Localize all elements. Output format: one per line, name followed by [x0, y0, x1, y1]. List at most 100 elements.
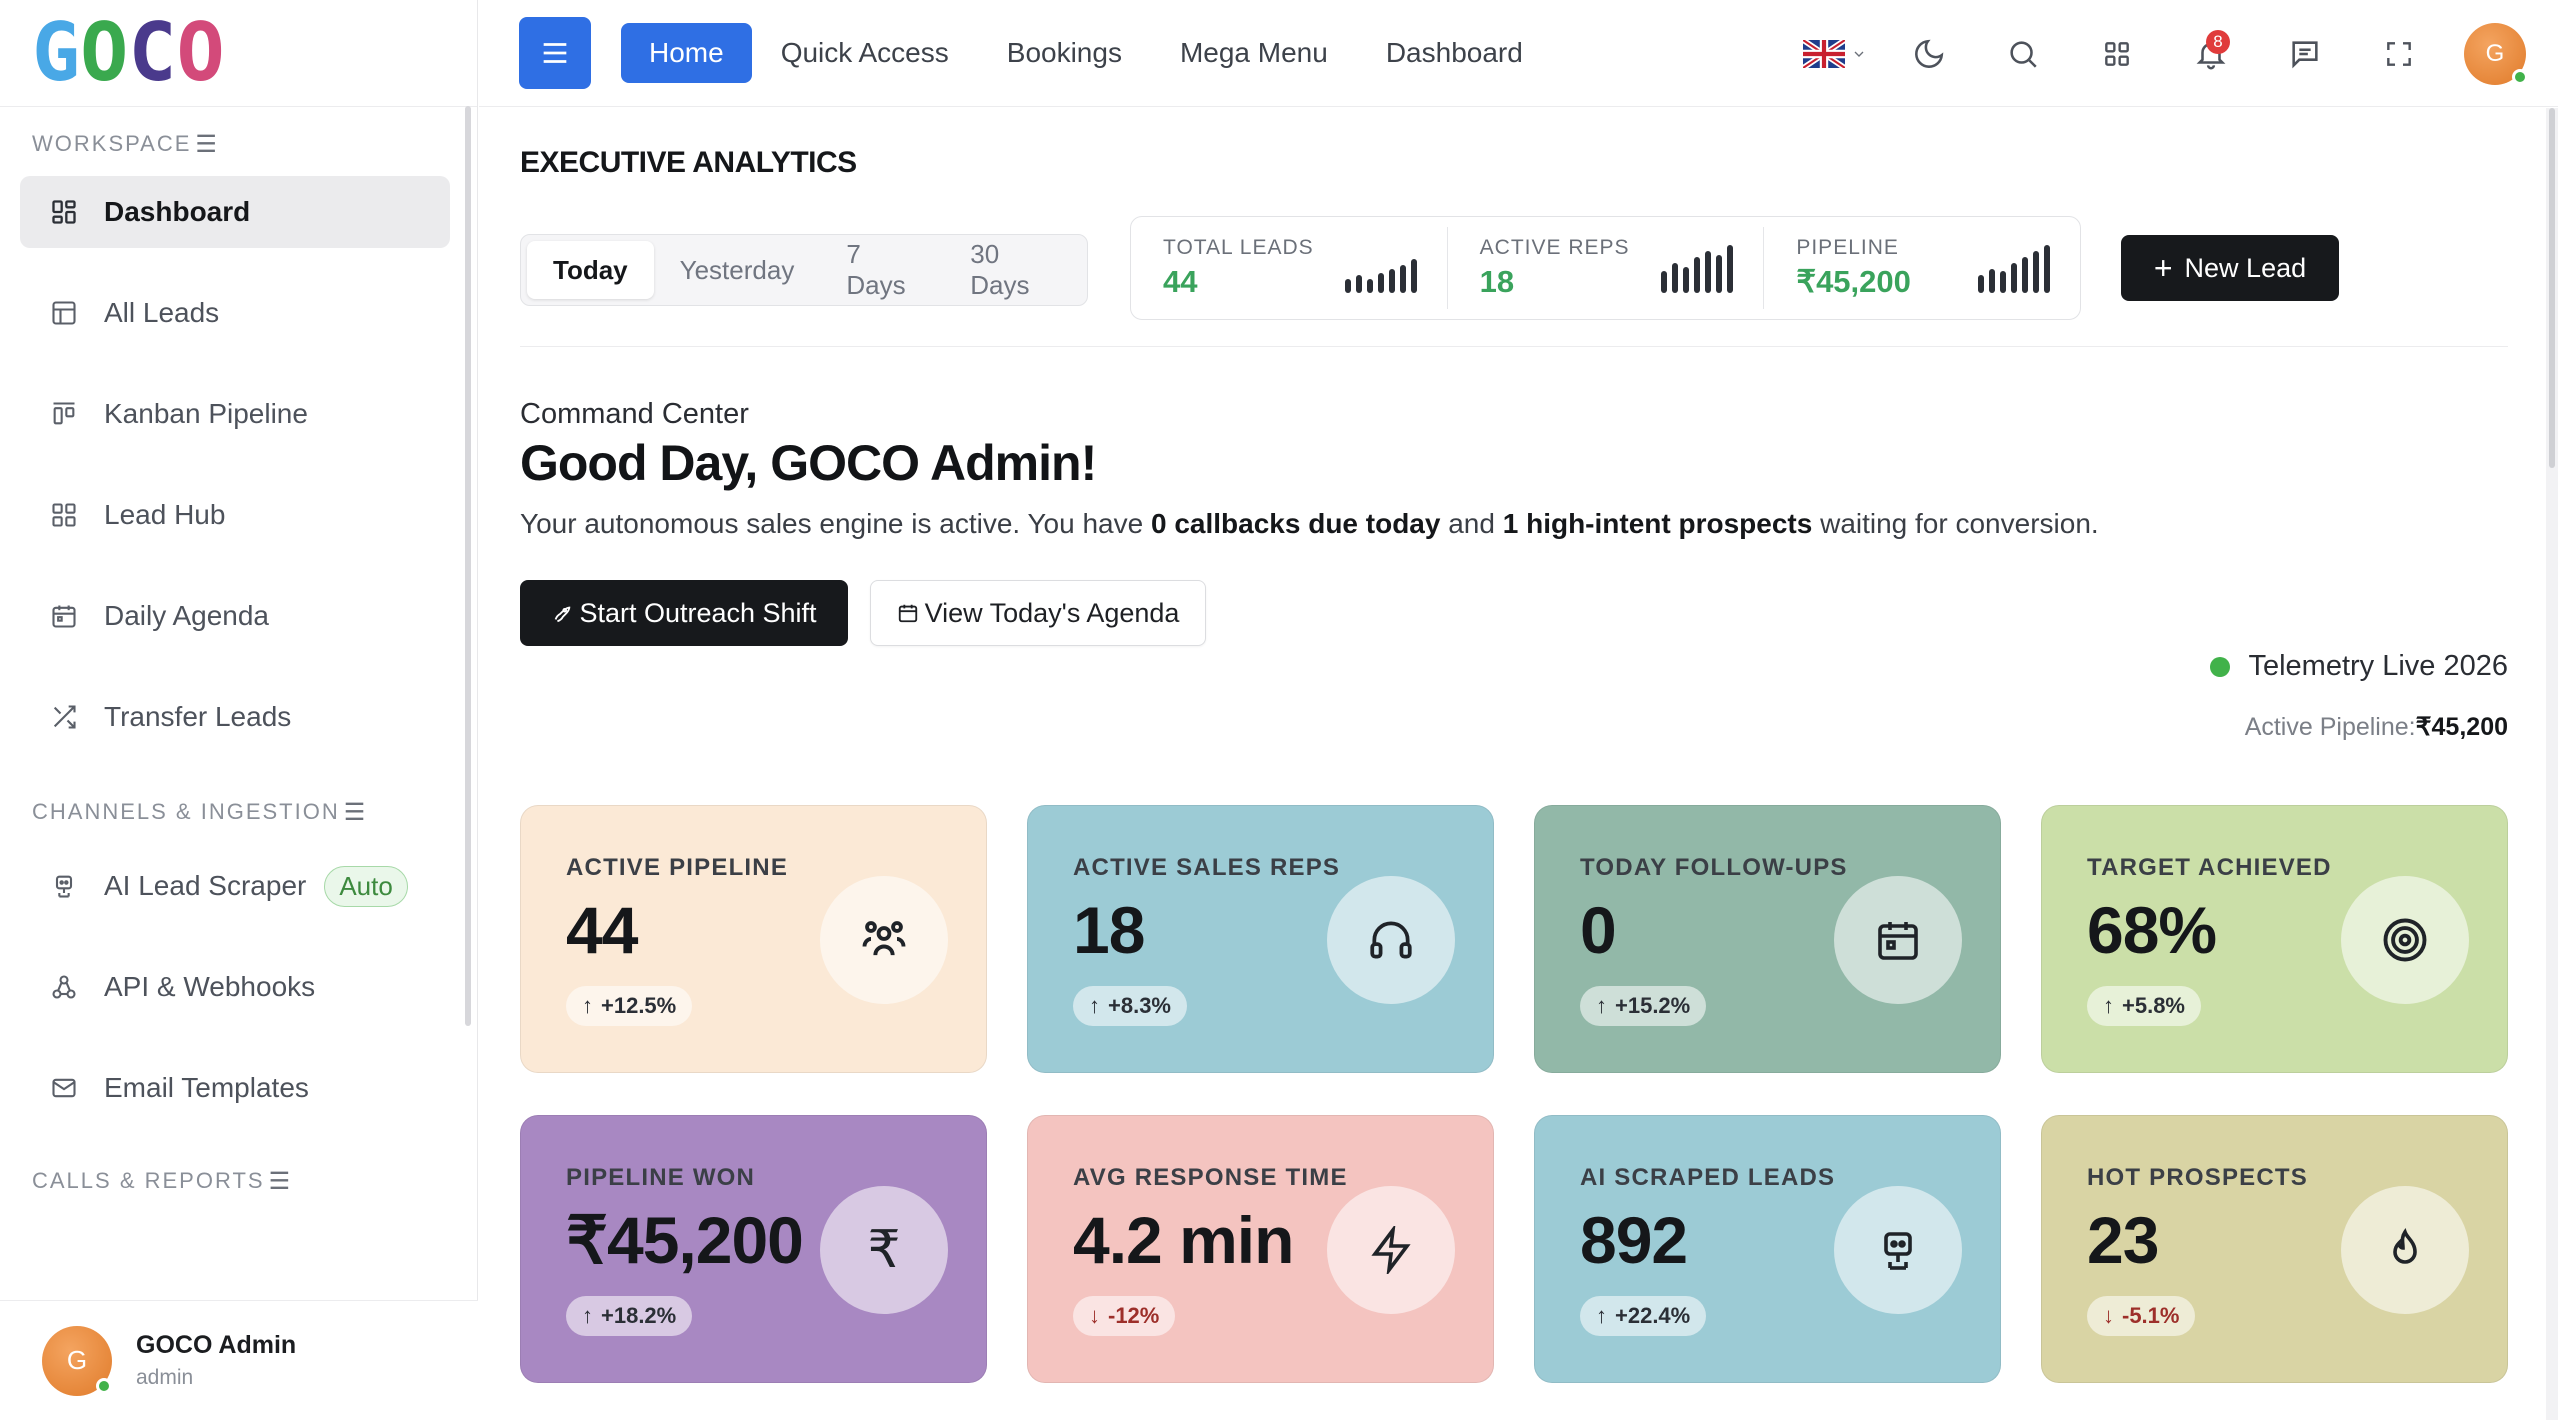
notifications-button[interactable]: 8 — [2164, 24, 2258, 84]
sidebar-item-label: AI Lead Scraper — [104, 870, 307, 901]
kpi-change-badge: ↑ +5.8% — [2087, 986, 2201, 1026]
kpi-value: 18 — [1073, 893, 1145, 967]
start-outreach-shift-button[interactable]: Start Outreach Shift — [520, 580, 848, 646]
live-dot-icon — [2210, 656, 2231, 677]
section-title-workspace: WORKSPACE ☰ — [32, 130, 219, 158]
sidebar-item-daily-agenda[interactable]: Daily Agenda — [20, 580, 450, 652]
top-nav-dashboard[interactable]: Dashboard — [1385, 37, 1523, 68]
sidebar: G O C O WORKSPACE ☰ Dashboard All Leads K… — [0, 0, 478, 1420]
apps-button[interactable] — [2070, 24, 2164, 84]
range-today[interactable]: Today — [527, 241, 654, 299]
kpi-card-target-achieved[interactable]: TARGET ACHIEVED 68% ↑ +5.8% — [2041, 805, 2508, 1073]
arrow-up-icon: ↑ — [2103, 993, 2114, 1018]
language-selector[interactable] — [1788, 24, 1882, 84]
theme-toggle-button[interactable] — [1882, 24, 1976, 84]
section-title-calls-reports: CALLS & REPORTS ☰ — [32, 1167, 293, 1195]
kpi-card-avg-response-time[interactable]: AVG RESPONSE TIME 4.2 min ↓ -12% — [1027, 1115, 1494, 1383]
page-scrollbar[interactable] — [2546, 108, 2558, 1420]
main-content: EXECUTIVE ANALYTICS Today Yesterday 7 Da… — [520, 108, 2508, 1420]
chevron-down-icon — [1854, 51, 1864, 57]
kpi-value: 892 — [1580, 1203, 1688, 1277]
telemetry-label: Telemetry Live 2026 — [2248, 650, 2508, 682]
kpi-title: AI SCRAPED LEADS — [1580, 1164, 1836, 1191]
top-nav-quick-access[interactable]: Quick Access — [780, 37, 949, 68]
online-status-dot — [2512, 68, 2528, 85]
arrow-up-icon: ↑ — [1089, 993, 1100, 1018]
start-shift-label: Start Outreach Shift — [579, 597, 817, 628]
logo-letter: O — [176, 6, 225, 99]
sidebar-item-dashboard[interactable]: Dashboard — [20, 176, 450, 248]
goco-logo[interactable]: G O C O — [32, 6, 225, 99]
kpi-change-badge: ↓ -12% — [1073, 1296, 1176, 1336]
greeting-heading: Good Day, GOCO Admin! — [520, 435, 1097, 491]
sidebar-item-label: Kanban Pipeline — [104, 398, 308, 429]
kpi-change-badge: ↓ -5.1% — [2087, 1296, 2196, 1336]
uk-flag-icon — [1803, 39, 1845, 68]
telemetry-status: Telemetry Live 2026 — [2210, 650, 2508, 683]
section-title: EXECUTIVE ANALYTICS — [520, 146, 857, 179]
range-yesterday[interactable]: Yesterday — [679, 254, 795, 285]
search-button[interactable] — [1976, 24, 2070, 84]
sidebar-item-label: Lead Hub — [104, 499, 226, 530]
sidebar-scroll-area: WORKSPACE ☰ Dashboard All Leads Kanban Pi… — [0, 108, 478, 1300]
sidebar-item-ai-lead-scraper[interactable]: AI Lead Scraper Auto — [20, 850, 450, 922]
top-nav-home[interactable]: Home — [621, 23, 752, 83]
divider — [520, 346, 2508, 347]
kpi-card-pipeline-won[interactable]: PIPELINE WON ₹45,200 ↑ +18.2% ₹ — [520, 1115, 987, 1383]
mail-icon — [48, 1072, 80, 1104]
moon-icon — [1915, 39, 1944, 68]
kpi-card-active-sales-reps[interactable]: ACTIVE SALES REPS 18 ↑ +8.3% — [1027, 805, 1494, 1073]
rupee-icon: ₹ — [820, 1186, 948, 1314]
kpi-title: TARGET ACHIEVED — [2087, 854, 2332, 881]
sidebar-item-email-templates[interactable]: Email Templates — [20, 1052, 450, 1124]
sidebar-item-label: Email Templates — [104, 1072, 309, 1103]
menu-toggle-button[interactable] — [519, 17, 591, 89]
kpi-card-ai-scraped-leads[interactable]: AI SCRAPED LEADS 892 ↑ +22.4% — [1534, 1115, 2001, 1383]
grid-icon — [48, 499, 80, 531]
top-nav: Home Quick Access Bookings Mega Menu Das… — [621, 23, 1552, 83]
stat-value: ₹45,200 — [1796, 264, 1911, 299]
apps-grid-icon — [2105, 41, 2129, 66]
view-todays-agenda-button[interactable]: View Today's Agenda — [870, 580, 1206, 646]
user-avatar-button[interactable]: G — [2464, 22, 2528, 85]
kpi-change-badge: ↑ +22.4% — [1580, 1296, 1707, 1336]
auto-badge: Auto — [324, 865, 408, 907]
menu-lines-icon: ☰ — [195, 130, 219, 158]
sidebar-scrollbar[interactable] — [465, 106, 471, 1026]
logo-area[interactable]: G O C O — [0, 0, 477, 107]
sidebar-item-transfer-leads[interactable]: Transfer Leads — [20, 681, 450, 753]
plus-icon: + — [2153, 250, 2173, 286]
sidebar-user-profile[interactable]: G GOCO Admin admin — [0, 1300, 478, 1420]
calendar-icon — [898, 604, 917, 623]
kpi-card-today-follow-ups[interactable]: TODAY FOLLOW-UPS 0 ↑ +15.2% — [1534, 805, 2001, 1073]
top-nav-bookings[interactable]: Bookings — [1006, 37, 1122, 68]
active-pipeline-summary: Active Pipeline:₹45,200 — [2244, 713, 2508, 741]
webhook-icon — [48, 971, 80, 1003]
logo-letter: O — [80, 6, 128, 99]
top-bar: Home Quick Access Bookings Mega Menu Das… — [479, 0, 2558, 107]
range-30-days[interactable]: 30 Days — [970, 239, 1030, 300]
kpi-card-hot-prospects[interactable]: HOT PROSPECTS 23 ↓ -5.1% — [2041, 1115, 2508, 1383]
range-7-days[interactable]: 7 Days — [846, 239, 906, 300]
sidebar-item-lead-hub[interactable]: Lead Hub — [20, 479, 450, 551]
avatar: G — [42, 1325, 112, 1396]
kpi-change-badge: ↑ +8.3% — [1073, 986, 1187, 1026]
summary-stats: TOTAL LEADS 44 ACTIVE REPS 18 PIPELINE ₹45,… — [1130, 216, 2081, 320]
kpi-card-active-pipeline[interactable]: ACTIVE PIPELINE 44 ↑ +12.5% — [520, 805, 987, 1073]
user-role: admin — [136, 1366, 194, 1389]
fullscreen-button[interactable] — [2352, 24, 2446, 84]
sidebar-item-kanban-pipeline[interactable]: Kanban Pipeline — [20, 378, 450, 450]
search-icon — [2010, 40, 2037, 68]
top-nav-mega-menu[interactable]: Mega Menu — [1179, 37, 1328, 68]
dashboard-icon — [48, 196, 80, 228]
messages-button[interactable] — [2258, 24, 2352, 84]
sidebar-item-api-webhooks[interactable]: API & Webhooks — [20, 951, 450, 1023]
fullscreen-icon — [2387, 41, 2411, 66]
new-lead-button[interactable]: + New Lead — [2121, 235, 2339, 301]
sparkline-bars — [1978, 243, 2051, 293]
kpi-value: 4.2 min — [1073, 1203, 1294, 1277]
online-status-dot — [96, 1377, 112, 1394]
logo-letter: G — [32, 6, 80, 99]
stat-label: PIPELINE — [1796, 236, 1899, 259]
sidebar-item-all-leads[interactable]: All Leads — [20, 277, 450, 349]
